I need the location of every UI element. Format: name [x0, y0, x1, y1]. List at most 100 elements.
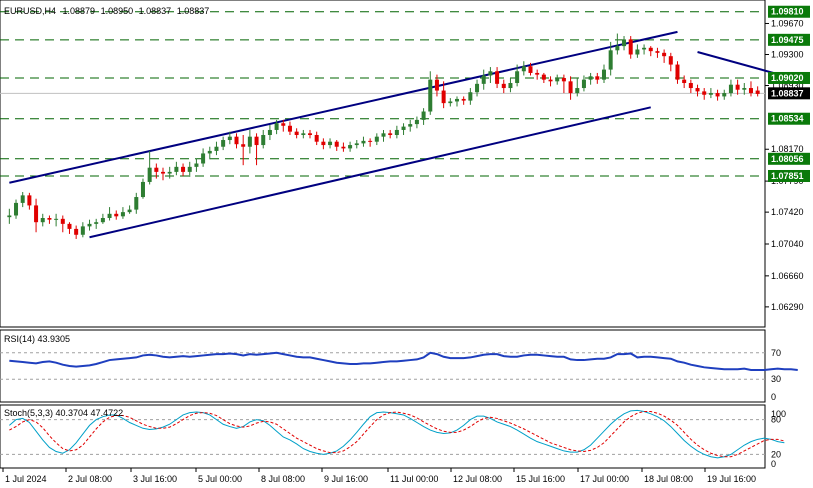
- candle-body: [708, 93, 713, 95]
- candle-body: [314, 134, 319, 142]
- candle-body: [120, 212, 125, 217]
- price-tick-label: 1.09670: [771, 18, 804, 28]
- candle-body: [648, 47, 653, 52]
- time-tick-label: 11 Jul 00:00: [390, 474, 438, 484]
- oscillator-tick-label: 80: [771, 415, 781, 425]
- candle-body: [87, 223, 92, 227]
- oscillator-tick-label: 70: [771, 348, 781, 358]
- level-label-bg: [768, 71, 810, 84]
- level-label: 1.09810: [771, 7, 804, 17]
- candle-body: [755, 90, 760, 94]
- candle-body: [495, 71, 500, 84]
- candle-body: [394, 129, 399, 135]
- candle-body: [528, 66, 533, 73]
- candle-body: [20, 195, 25, 203]
- oscillator-tick-label: 0: [771, 459, 776, 469]
- candle-body: [194, 163, 199, 167]
- candle-body: [60, 218, 65, 224]
- candle-body: [434, 79, 439, 91]
- rsi-levels: [0, 352, 765, 380]
- stoch-main-line: [9, 409, 785, 459]
- rsi-line: [9, 351, 798, 371]
- price-tick-label: 1.07420: [771, 207, 804, 217]
- candle-body: [114, 213, 119, 217]
- candle-body: [715, 93, 720, 97]
- level-label: 1.08534: [771, 114, 804, 124]
- candle-body: [668, 56, 673, 65]
- main-pane: EURUSD,H4 1.08879 1.08950 1.08837 1.0883…: [0, 0, 799, 328]
- candle-body: [475, 83, 480, 93]
- time-tick-label: 5 Jul 00:00: [198, 474, 242, 484]
- candle-body: [535, 72, 540, 75]
- candle-body: [461, 98, 466, 101]
- candle-body: [214, 146, 219, 151]
- level-label: 1.09475: [771, 35, 804, 45]
- candle-body: [274, 123, 279, 130]
- price-tick-label: 1.06290: [771, 302, 804, 312]
- stoch-pane: Stoch(5,3,3) 40.3704 47.4722: [0, 404, 785, 469]
- candle-body: [568, 81, 573, 94]
- oscillator-tick-label: 20: [771, 449, 781, 459]
- candle-body: [448, 101, 453, 104]
- stoch-signal-line: [9, 410, 785, 458]
- candle-body: [147, 167, 152, 182]
- current-price-bg: [768, 87, 810, 100]
- candle-body: [695, 88, 700, 92]
- candle-body: [581, 79, 586, 89]
- level-label-bg: [768, 152, 810, 165]
- candle-body: [361, 140, 366, 144]
- candle-body: [181, 166, 186, 172]
- candle-body: [561, 77, 566, 82]
- level-label-bg: [768, 5, 810, 18]
- candle-body: [301, 133, 306, 135]
- candle-body: [388, 133, 393, 135]
- channel-upper-line: [9, 30, 678, 184]
- oscillator-tick-label: 100: [771, 409, 786, 419]
- time-tick-label: 3 Jul 16:00: [133, 474, 177, 484]
- candle-body: [468, 92, 473, 101]
- candle-body: [94, 222, 99, 224]
- candle-body: [555, 77, 560, 82]
- candle-body: [267, 129, 272, 135]
- candle-body: [515, 71, 520, 84]
- rsi-axis: 70 30 0: [771, 348, 781, 402]
- stoch-title: Stoch(5,3,3) 40.3704 47.4722: [4, 408, 123, 418]
- level-label-bg: [768, 169, 810, 182]
- level-label: 1.07851: [771, 171, 804, 181]
- candle-body: [140, 181, 145, 198]
- candle-body: [174, 166, 179, 172]
- time-tick-label: 12 Jul 08:00: [453, 474, 502, 484]
- candle-body: [642, 47, 647, 50]
- level-label-bg: [768, 33, 810, 46]
- rsi-pane: RSI(14) 43.9305: [0, 329, 798, 403]
- candle-body: [548, 79, 553, 82]
- candle-body: [374, 136, 379, 142]
- candle-body: [328, 141, 333, 146]
- candle-body: [742, 88, 747, 90]
- candle-body: [635, 49, 640, 55]
- candle-body: [675, 64, 680, 80]
- candle-body: [748, 88, 753, 94]
- symbol-header: EURUSD,H4 1.08879 1.08950 1.08837 1.0883…: [4, 6, 209, 16]
- candle-body: [40, 218, 45, 223]
- candle-body: [341, 146, 346, 149]
- candle-body: [408, 124, 413, 127]
- level-label-bg: [768, 112, 810, 125]
- candle-body: [321, 141, 326, 146]
- candle-body: [401, 126, 406, 130]
- candlestick-series: [7, 33, 760, 239]
- candle-body: [167, 171, 172, 174]
- time-tick-label: 17 Jul 00:00: [580, 474, 629, 484]
- time-tick-label: 15 Jul 16:00: [516, 474, 565, 484]
- candle-body: [501, 83, 506, 89]
- candle-body: [521, 66, 526, 72]
- candle-body: [247, 136, 252, 147]
- candle-body: [294, 131, 299, 135]
- candle-body: [488, 71, 493, 76]
- candle-body: [595, 76, 600, 80]
- candle-body: [428, 79, 433, 112]
- candle-body: [134, 197, 139, 210]
- candle-body: [508, 83, 513, 89]
- candle-body: [575, 88, 580, 94]
